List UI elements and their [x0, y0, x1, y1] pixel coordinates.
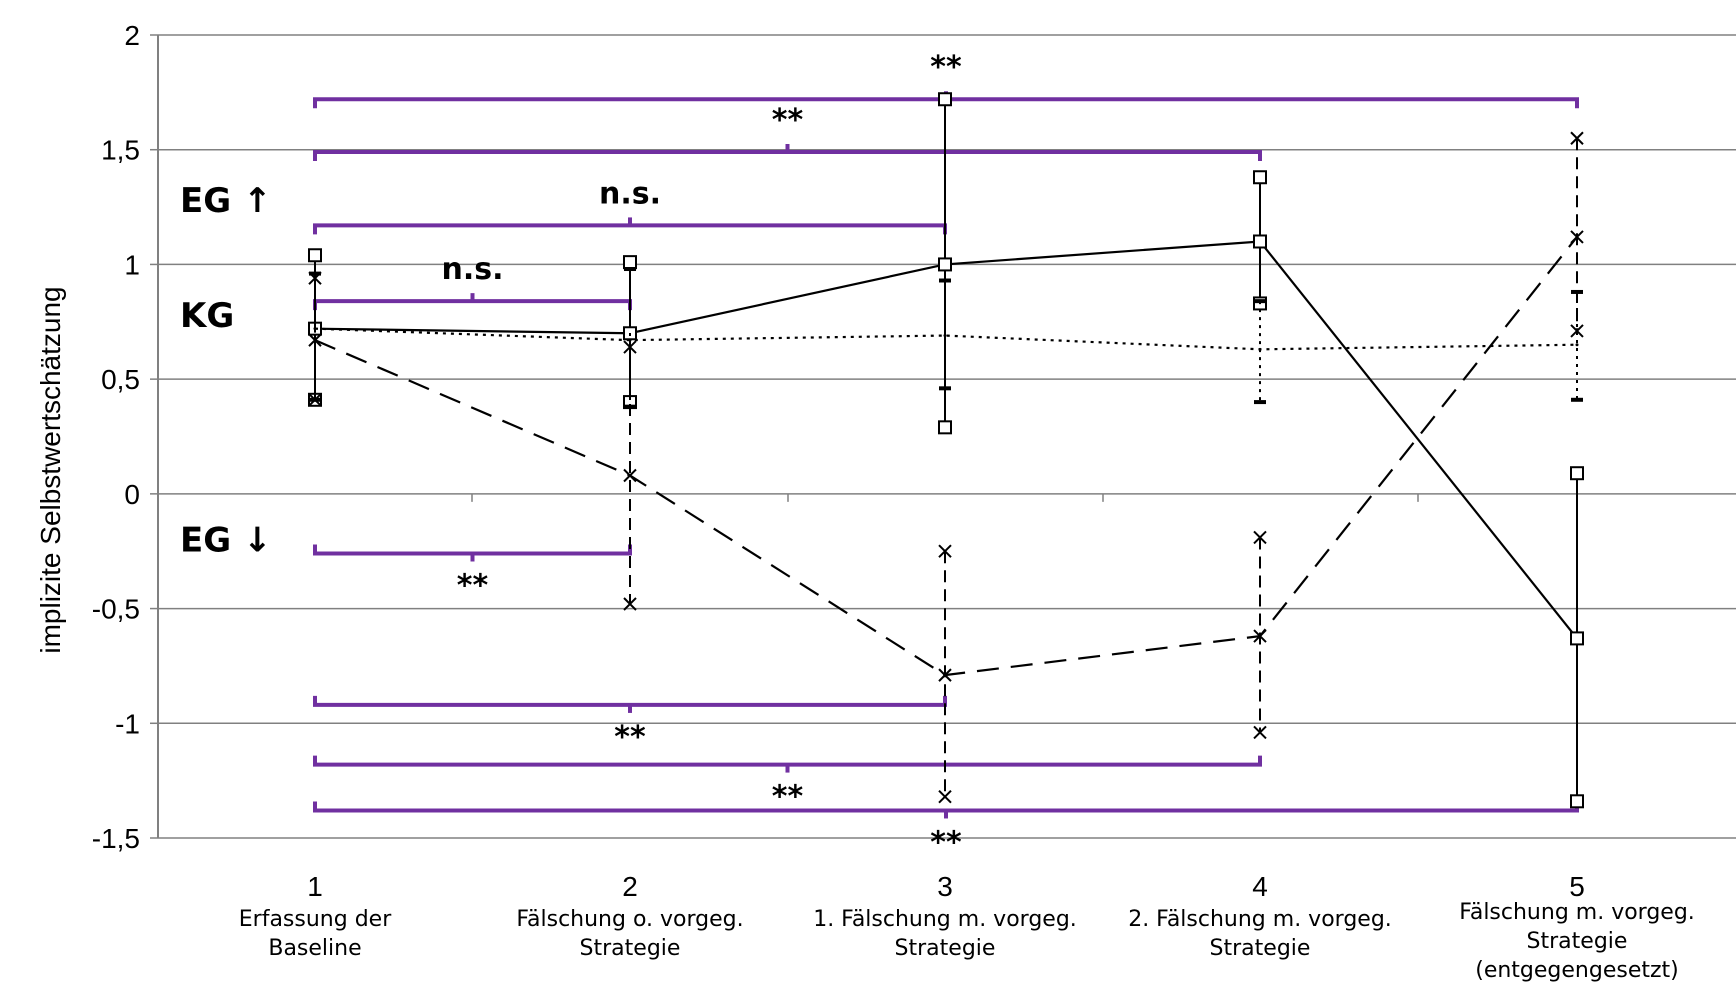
data-point [1575, 343, 1579, 347]
significance-bracket [313, 801, 1579, 813]
significance-bracket [313, 755, 1262, 767]
data-point [628, 338, 632, 342]
error-bar-cap [1570, 324, 1584, 338]
x-category-label: Baseline [268, 936, 361, 961]
x-category-label: 1. Fälschung m. vorgeg. [813, 907, 1077, 932]
error-bar-cap [938, 420, 952, 435]
data-point [1253, 234, 1267, 249]
axes [150, 34, 1419, 839]
group-label: EG ↓ [180, 521, 271, 561]
x-tick-label: 3 [937, 871, 953, 902]
significance-label: n.s. [599, 176, 661, 211]
significance-bracket [313, 544, 632, 556]
x-tick-label: 1 [307, 871, 323, 902]
error-bar-cap [938, 789, 952, 804]
y-tick-labels: 2 1,5 1 0,5 0 -0,5 -1 -1,5 [92, 20, 140, 854]
x-tick-label: 5 [1569, 871, 1585, 902]
group-label: EG ↑ [180, 181, 271, 221]
error-bar-cap [1570, 131, 1584, 145]
x-category-label: Erfassung der [239, 907, 392, 932]
significance-label: ** [457, 569, 489, 604]
significance-bracket [313, 150, 1262, 162]
y-tick-label: 2 [124, 20, 140, 51]
error-bar-cap [1570, 466, 1584, 481]
error-bar-cap [938, 92, 952, 107]
x-category-label: 2. Fälschung m. vorgeg. [1128, 907, 1392, 932]
y-tick-label: 1 [124, 249, 140, 280]
data-point [1258, 347, 1262, 351]
error-bar-cap [308, 248, 322, 263]
x-category-labels: 1 Erfassung der Baseline 2 Fälschung o. vorg… [239, 871, 1695, 983]
x-category-label: Fälschung m. vorgeg. [1459, 900, 1695, 925]
error-bar-cap [623, 255, 637, 270]
x-category-label: Fälschung o. vorgeg. [516, 907, 743, 932]
error-bar-cap [308, 393, 322, 407]
y-tick-label: -1 [115, 708, 140, 739]
x-category-label: Strategie [580, 936, 681, 961]
data-point [938, 257, 952, 272]
x-category-label: (entgegengesetzt) [1475, 958, 1679, 983]
series-2 [308, 131, 1584, 804]
data-point [308, 333, 322, 347]
significance-label: ** [614, 720, 646, 755]
y-tick-label: -0,5 [92, 594, 140, 625]
x-category-label: Strategie [1527, 929, 1628, 954]
significance-label: n.s. [441, 252, 503, 287]
data-point [938, 668, 952, 682]
error-bar-cap [938, 544, 952, 558]
y-tick-label: 0,5 [101, 364, 140, 395]
x-tick-label: 2 [622, 871, 638, 902]
error-bar-cap [623, 597, 637, 611]
significance-bracket [313, 299, 632, 311]
x-category-label: Strategie [895, 936, 996, 961]
series-0 [308, 92, 1584, 809]
significance-label: ** [930, 50, 962, 85]
series-line [314, 327, 1578, 351]
data-point [1570, 631, 1584, 646]
group-labels: EG ↑ KG EG ↓ [180, 181, 271, 561]
series [308, 92, 1584, 809]
data-point [1570, 230, 1584, 244]
error-bar-cap [1570, 794, 1584, 809]
data-point [1253, 629, 1267, 643]
error-bar-cap [623, 340, 637, 354]
significance-bracket [313, 695, 947, 707]
significance-bracket [313, 223, 947, 235]
error-bar-cap [1253, 725, 1267, 740]
y-tick-label: -1,5 [92, 823, 140, 854]
data-point [943, 334, 947, 338]
x-category-label: Strategie [1210, 936, 1311, 961]
error-bar-cap [1253, 170, 1267, 185]
significance-label: ** [772, 103, 804, 138]
x-tick-label: 4 [1252, 871, 1268, 902]
y-tick-label: 0 [124, 479, 140, 510]
series-1 [309, 267, 1583, 409]
y-tick-label: 1,5 [101, 135, 140, 166]
gridlines [158, 34, 1736, 839]
y-axis-label: implizite Selbstwertschätzung [35, 286, 66, 653]
error-bar-cap [1253, 530, 1267, 545]
group-label: KG [180, 296, 234, 336]
significance-label: ** [930, 825, 962, 860]
error-bar-cap [308, 271, 322, 285]
data-point [623, 468, 637, 483]
